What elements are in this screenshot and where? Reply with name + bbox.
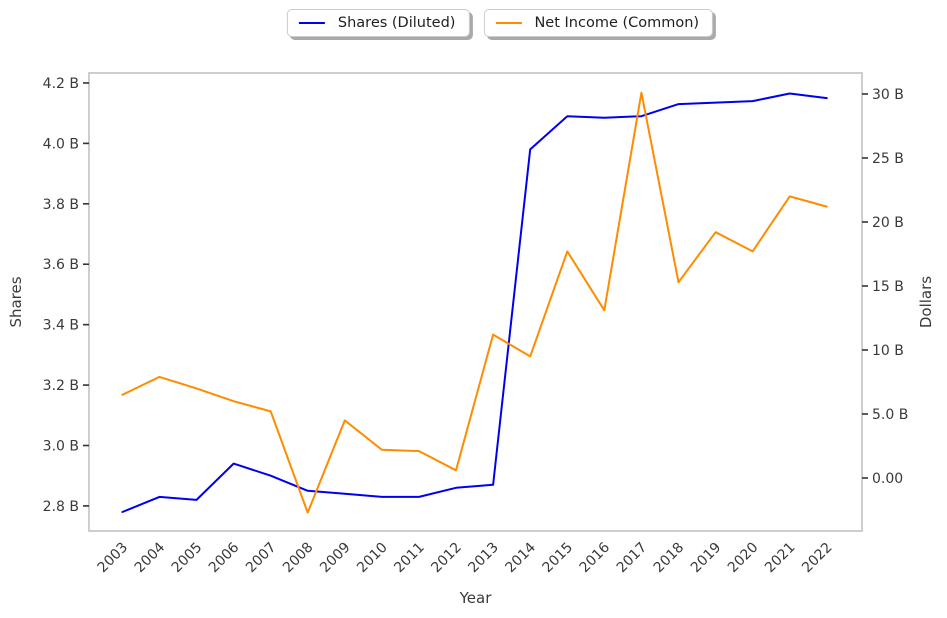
x-axis-tick-label: 2012: [428, 540, 465, 577]
right-y-axis-title: Dollars: [917, 276, 935, 328]
x-axis-tick-label: 2007: [243, 540, 280, 577]
right-axis-tick-label: 0.00: [872, 471, 903, 487]
x-axis-tick-label: 2019: [688, 540, 725, 577]
series-line-net-income-common: [121, 91, 828, 514]
plot-area-border: [88, 72, 863, 532]
x-axis-tick-label: 2018: [651, 540, 688, 577]
left-axis-tick-label: 3.6 B: [43, 257, 79, 273]
left-axis-tick-label: 3.0 B: [43, 439, 79, 455]
x-axis-tick-label: 2010: [354, 540, 391, 577]
x-axis-tick-label: 2015: [540, 540, 577, 577]
right-axis-tick-label: 20 B: [872, 215, 904, 231]
x-axis-tick-label: 2022: [799, 540, 836, 577]
left-axis-tick-label: 3.4 B: [43, 318, 79, 334]
x-axis-tick-label: 2008: [280, 540, 317, 577]
x-axis-tick-label: 2020: [725, 540, 762, 577]
left-y-axis-title: Shares: [7, 276, 25, 327]
series-line-shares-diluted: [121, 92, 828, 513]
legend-item-net-income: Net Income (Common): [483, 9, 714, 37]
x-axis-tick-label: 2004: [132, 539, 169, 576]
right-axis-tick-label: 25 B: [872, 151, 904, 167]
x-axis-tick-label: 2016: [577, 539, 614, 576]
right-axis-tick-label: 30 B: [872, 87, 904, 103]
legend-label-shares-diluted: Shares (Diluted): [337, 14, 456, 31]
shares-line-swatch-icon: [298, 22, 325, 24]
left-axis-tick-label: 4.2 B: [43, 76, 79, 92]
x-axis-tick-label: 2011: [391, 540, 428, 577]
right-axis-tick-label: 10 B: [872, 343, 904, 359]
right-y-axis: 0.00 5.0 B 10 B 15 B 20 B 25 B 30 B: [862, 87, 908, 487]
x-axis-tick-label: 2003: [95, 540, 132, 577]
x-axis-tick-label: 2013: [465, 540, 502, 577]
x-axis-tick-label: 2009: [317, 540, 354, 577]
left-axis-tick-label: 4.0 B: [43, 136, 79, 152]
x-axis-tick-label: 2006: [206, 539, 243, 576]
x-axis-tick-label: 2017: [614, 540, 651, 577]
x-axis-tick-label: 2014: [502, 539, 539, 576]
left-axis-tick-label: 2.8 B: [43, 499, 79, 515]
x-axis-title: Year: [459, 589, 493, 607]
legend-item-shares-diluted: Shares (Diluted): [286, 9, 470, 37]
right-axis-tick-label: 15 B: [872, 279, 904, 295]
left-y-axis: 2.8 B 3.0 B 3.2 B 3.4 B 3.6 B 3.8 B 4.0 B 4.2 B: [43, 76, 89, 515]
x-axis-tick-label: 2005: [169, 540, 206, 577]
left-axis-tick-label: 3.2 B: [43, 378, 79, 394]
right-axis-tick-label: 5.0 B: [872, 407, 908, 423]
legend-label-net-income: Net Income (Common): [534, 14, 700, 31]
x-axis-tick-label: 2021: [762, 540, 799, 577]
x-axis: 2003 2004 2005 2006 2007 2008 2009 2010 2011 2012…: [95, 539, 836, 576]
net-income-line-swatch-icon: [495, 22, 522, 24]
left-axis-tick-label: 3.8 B: [43, 197, 79, 213]
chart-legend: Shares (Diluted) Net Income (Common): [286, 9, 714, 37]
